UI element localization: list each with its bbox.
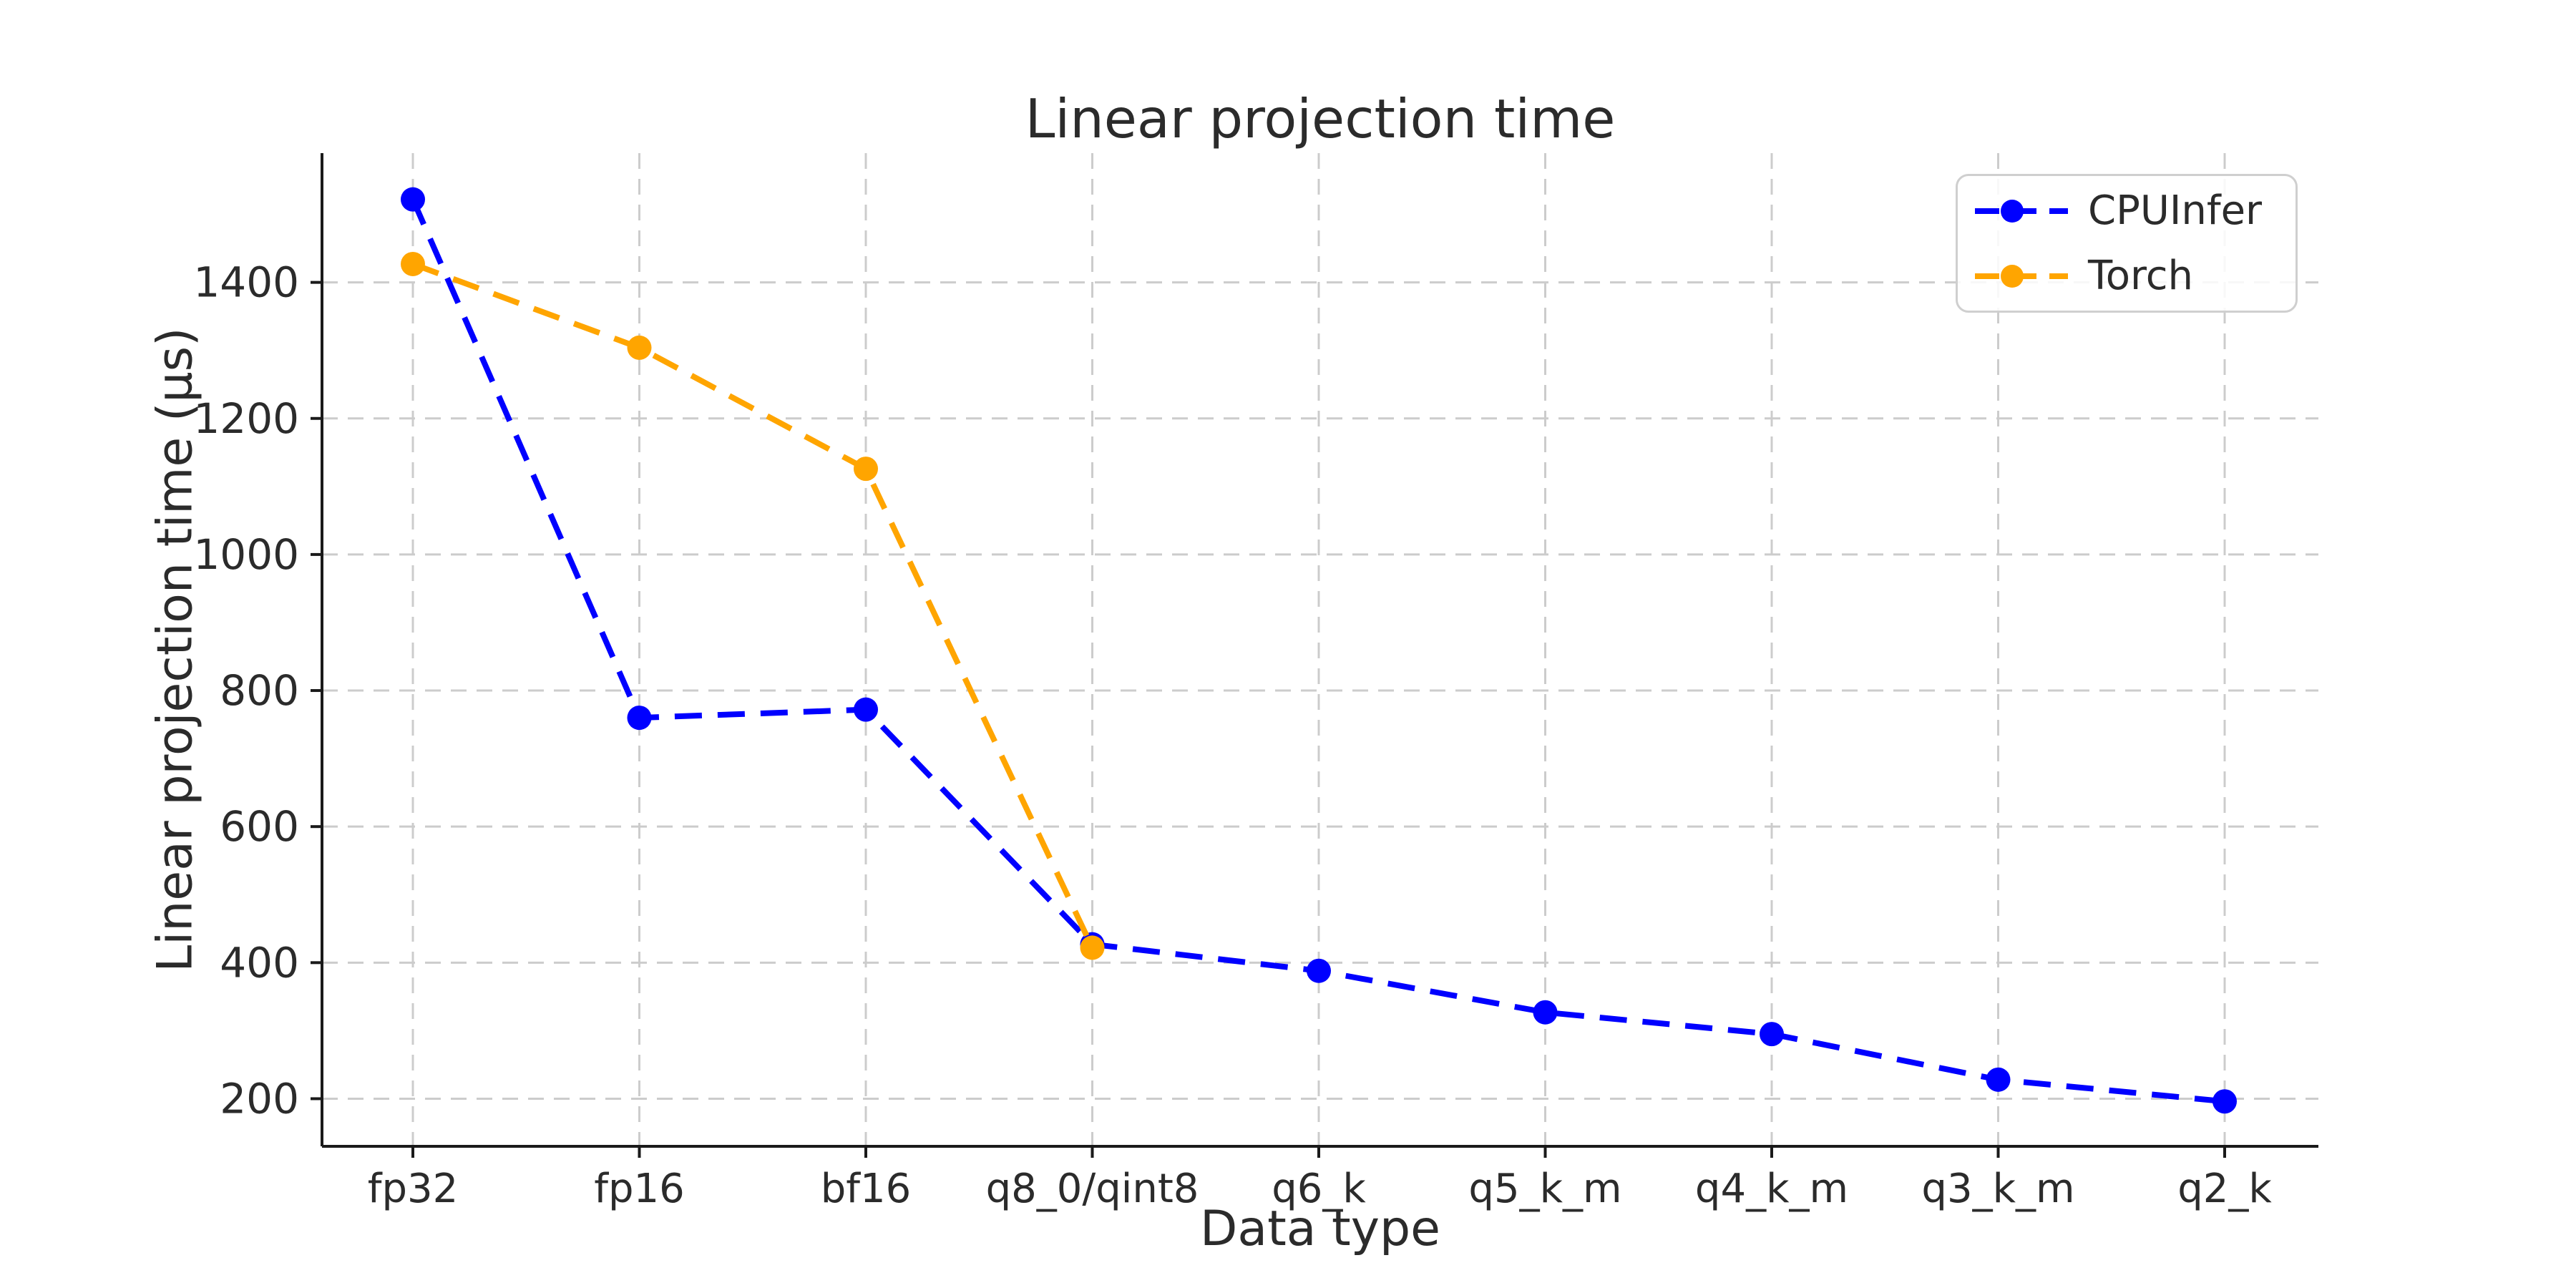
point-cpuinfer-q4-k-m: [1760, 1022, 1784, 1047]
x-tick-label-q3-k-m: q3_k_m: [1921, 1166, 2074, 1212]
y-tick-label-800: 800: [220, 666, 299, 715]
point-torch-bf16: [854, 457, 878, 482]
point-cpuinfer-q3-k-m: [1986, 1067, 2011, 1092]
y-tick-label-1200: 1200: [193, 394, 299, 443]
chart-title: Linear projection time: [1025, 87, 1616, 150]
y-tick-label-600: 600: [220, 802, 299, 851]
point-cpuinfer-bf16: [854, 697, 878, 722]
x-tick-label-q2-k: q2_k: [2177, 1166, 2272, 1212]
point-cpuinfer-q2-k: [2212, 1089, 2237, 1114]
y-tick-label-200: 200: [220, 1074, 299, 1123]
x-tick-label-fp16: fp16: [594, 1166, 685, 1212]
x-tick-label-fp32: fp32: [368, 1166, 459, 1212]
legend: CPUInfer Torch: [1956, 174, 2298, 313]
y-tick-label-1400: 1400: [193, 258, 299, 307]
legend-label-torch: Torch: [2088, 253, 2194, 299]
legend-entry-torch: Torch: [1975, 248, 2278, 303]
point-cpuinfer-q5-k-m: [1533, 1000, 1558, 1025]
point-cpuinfer-fp32: [401, 187, 425, 212]
legend-line-sample-cpuinfer: [1975, 199, 2068, 223]
point-torch-fp32: [401, 251, 425, 276]
x-tick-label-q5-k-m: q5_k_m: [1468, 1166, 1621, 1212]
x-tick-label-q6-k: q6_k: [1272, 1166, 1366, 1212]
x-tick-label-bf16: bf16: [821, 1166, 912, 1212]
legend-label-cpuinfer: CPUInfer: [2088, 187, 2263, 234]
x-axis-title: Data type: [1200, 1201, 1440, 1257]
x-tick-label-q4-k-m: q4_k_m: [1695, 1166, 1848, 1212]
y-tick-label-400: 400: [220, 938, 299, 987]
legend-entry-cpuinfer: CPUInfer: [1975, 183, 2278, 238]
y-tick-label-1000: 1000: [193, 530, 299, 579]
point-cpuinfer-fp16: [627, 706, 652, 731]
legend-line-sample-torch: [1975, 264, 2068, 288]
x-tick-label-q8-0-qint8: q8_0/qint8: [986, 1166, 1199, 1212]
point-torch-q8-0-qint8: [1080, 935, 1105, 960]
series-line-torch: [411, 261, 1096, 950]
point-torch-fp16: [627, 335, 652, 360]
point-cpuinfer-q6-k: [1307, 958, 1331, 983]
